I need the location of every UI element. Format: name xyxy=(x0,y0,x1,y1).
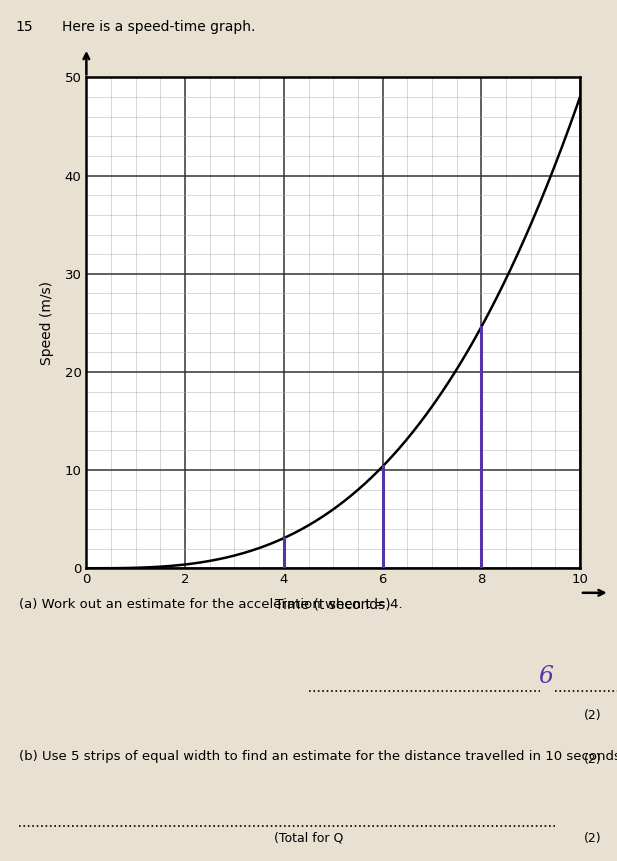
Text: (a) Work out an estimate for the acceleration when t = 4.: (a) Work out an estimate for the acceler… xyxy=(19,598,402,610)
Text: (Total for Q: (Total for Q xyxy=(274,832,343,845)
X-axis label: Time (t seconds): Time (t seconds) xyxy=(275,598,391,611)
Text: 15: 15 xyxy=(15,20,33,34)
Y-axis label: Speed (m/s): Speed (m/s) xyxy=(39,281,54,365)
Text: (2): (2) xyxy=(584,709,602,722)
Text: Here is a speed-time graph.: Here is a speed-time graph. xyxy=(62,20,255,34)
Text: (2): (2) xyxy=(584,753,602,765)
Text: 6: 6 xyxy=(538,666,553,688)
Text: (b) Use 5 strips of equal width to find an estimate for the distance travelled i: (b) Use 5 strips of equal width to find … xyxy=(19,750,617,763)
Text: (2): (2) xyxy=(584,832,602,845)
